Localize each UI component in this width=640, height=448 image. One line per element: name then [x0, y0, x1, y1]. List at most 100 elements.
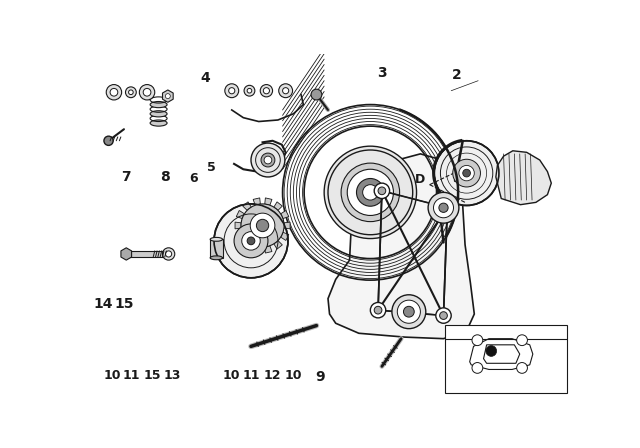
Circle shape [472, 335, 483, 345]
Circle shape [392, 295, 426, 329]
Circle shape [242, 232, 260, 250]
Circle shape [251, 143, 285, 177]
Circle shape [163, 248, 175, 260]
Text: 10: 10 [223, 369, 241, 382]
Circle shape [143, 88, 151, 96]
Circle shape [439, 203, 448, 212]
Circle shape [371, 302, 386, 318]
Circle shape [440, 200, 455, 215]
Polygon shape [243, 241, 252, 249]
Text: 10: 10 [285, 369, 302, 382]
Ellipse shape [150, 102, 167, 108]
Circle shape [444, 204, 451, 211]
Text: 9: 9 [316, 370, 325, 384]
Polygon shape [274, 241, 282, 249]
Circle shape [264, 156, 272, 164]
Ellipse shape [150, 120, 167, 126]
Circle shape [129, 90, 133, 95]
Polygon shape [253, 246, 260, 253]
Circle shape [433, 198, 454, 218]
Circle shape [436, 308, 451, 323]
Text: 5: 5 [207, 161, 215, 174]
Circle shape [486, 345, 497, 356]
Circle shape [311, 89, 322, 100]
Circle shape [363, 185, 378, 200]
Circle shape [279, 84, 292, 98]
Circle shape [166, 251, 172, 257]
Text: 13: 13 [164, 369, 181, 382]
Text: 1: 1 [473, 370, 483, 384]
Circle shape [472, 362, 483, 373]
Circle shape [435, 141, 499, 206]
Polygon shape [236, 233, 244, 241]
Circle shape [225, 84, 239, 98]
Circle shape [214, 204, 288, 278]
Circle shape [104, 136, 113, 146]
Text: 11: 11 [123, 369, 140, 382]
Ellipse shape [150, 111, 167, 117]
Circle shape [228, 88, 235, 94]
Circle shape [459, 165, 474, 181]
Polygon shape [281, 233, 289, 241]
Circle shape [428, 192, 459, 223]
Text: 33DC934: 33DC934 [485, 382, 527, 391]
Circle shape [440, 312, 447, 319]
Polygon shape [253, 198, 260, 205]
Circle shape [516, 362, 527, 373]
Polygon shape [328, 154, 474, 339]
Circle shape [463, 169, 470, 177]
Polygon shape [236, 211, 244, 219]
Text: 7: 7 [122, 170, 131, 184]
Circle shape [260, 85, 273, 97]
Text: 12: 12 [264, 369, 282, 382]
Text: 10: 10 [104, 369, 121, 382]
Circle shape [250, 213, 275, 238]
Circle shape [452, 159, 481, 187]
Circle shape [234, 224, 268, 258]
Polygon shape [243, 202, 252, 211]
Polygon shape [265, 246, 272, 253]
Circle shape [397, 300, 420, 323]
Circle shape [356, 178, 384, 206]
Circle shape [247, 237, 255, 245]
Ellipse shape [210, 237, 223, 241]
Polygon shape [235, 222, 241, 229]
Circle shape [516, 335, 527, 345]
Circle shape [110, 88, 118, 96]
Polygon shape [274, 202, 282, 211]
Circle shape [341, 163, 399, 222]
Text: 2: 2 [452, 68, 461, 82]
Ellipse shape [210, 256, 223, 260]
Bar [445, 325, 566, 392]
Polygon shape [281, 211, 289, 219]
Circle shape [165, 94, 170, 99]
Circle shape [374, 183, 390, 198]
Text: D: D [415, 173, 426, 186]
Circle shape [263, 88, 269, 94]
Text: 8: 8 [160, 170, 170, 184]
Circle shape [403, 306, 414, 317]
Polygon shape [265, 198, 272, 205]
Text: 15: 15 [144, 369, 161, 382]
Circle shape [244, 85, 255, 96]
Circle shape [324, 146, 417, 238]
Text: 15: 15 [114, 297, 134, 311]
Circle shape [257, 220, 269, 232]
Circle shape [241, 204, 284, 247]
Text: 6: 6 [189, 172, 198, 185]
Circle shape [261, 153, 275, 167]
Text: 14: 14 [93, 297, 113, 311]
Polygon shape [284, 222, 290, 229]
Text: 3: 3 [377, 66, 387, 80]
Circle shape [283, 88, 289, 94]
Bar [210, 239, 223, 258]
Text: 11: 11 [243, 369, 260, 382]
Circle shape [125, 87, 136, 98]
Circle shape [378, 187, 386, 195]
Circle shape [140, 85, 155, 100]
Bar [126, 251, 168, 257]
Polygon shape [496, 151, 551, 205]
Circle shape [348, 169, 394, 215]
Circle shape [374, 306, 382, 314]
Circle shape [106, 85, 122, 100]
